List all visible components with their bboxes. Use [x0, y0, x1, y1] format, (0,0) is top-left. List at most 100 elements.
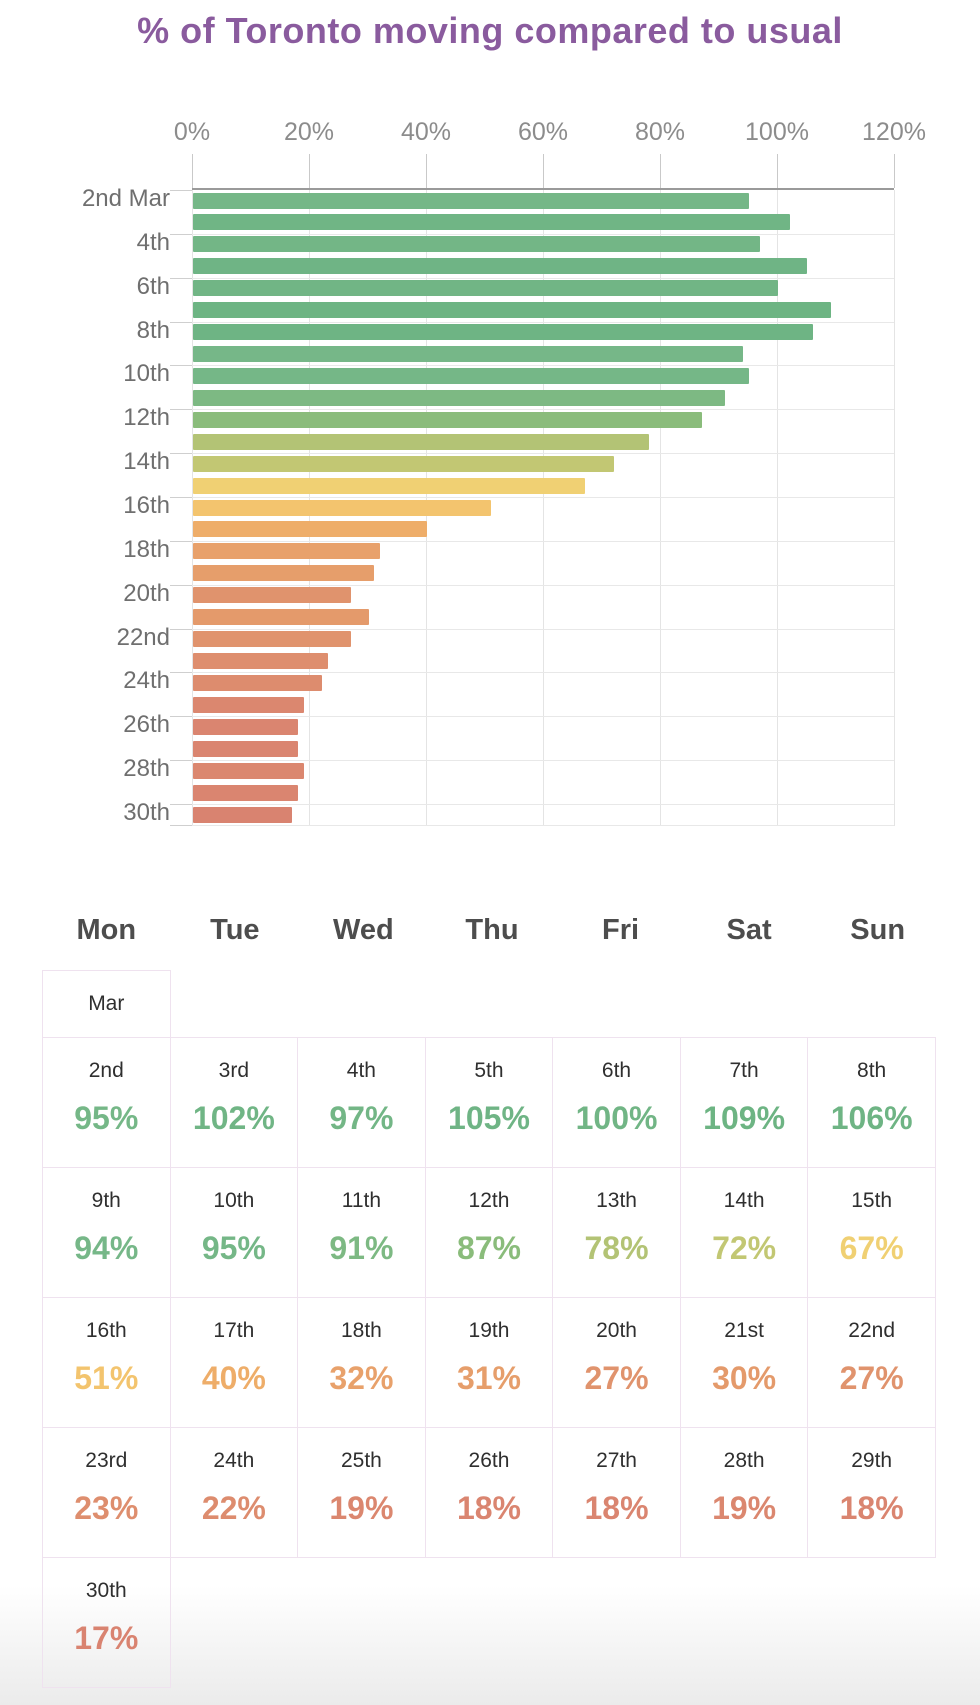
bar	[193, 302, 831, 319]
y-axis-tick-mark	[170, 453, 192, 455]
y-axis-tick-mark	[170, 190, 192, 191]
week-row: 23rd 23% 24th 22% 25th 19% 26th 18% 27th 18% 28th 1…	[42, 1427, 944, 1558]
bar-chart: 0% 20% 40% 60% 80% 100% 120% 2nd Mar 4th 6th 8th 1…	[0, 0, 980, 840]
y-axis-tick-mark	[170, 233, 192, 235]
calendar-cell: 11th 91%	[297, 1167, 426, 1298]
x-axis-tick-mark	[192, 154, 193, 188]
calendar-cell: 27th 18%	[552, 1427, 681, 1558]
calendar-cell: 30th 17%	[42, 1557, 171, 1688]
bar	[193, 565, 375, 582]
bar	[193, 280, 778, 297]
week-row: 9th 94% 10th 95% 11th 91% 12th 87% 13th 78% 14th 72…	[42, 1167, 944, 1298]
grid-line-horizontal	[192, 540, 894, 542]
empty-cell	[807, 970, 936, 1038]
percent-value: 40%	[201, 1360, 266, 1396]
x-axis-tick-label: 0%	[173, 118, 211, 146]
calendar-cell: 14th 72%	[679, 1167, 809, 1298]
date-label: 18th	[340, 1319, 382, 1342]
y-axis-tick-mark	[170, 628, 192, 630]
calendar-cell: 4th 97%	[297, 1037, 426, 1168]
calendar-cell: 9th 94%	[42, 1167, 171, 1298]
calendar-cell: 22nd 27%	[807, 1297, 936, 1428]
y-axis-tick-mark	[170, 497, 192, 499]
week-row: 16th 51% 17th 40% 18th 32% 19th 31% 20th 27% 21st 3…	[42, 1297, 944, 1428]
percent-value: 95%	[201, 1230, 266, 1266]
y-axis-tick-mark	[170, 540, 192, 542]
x-axis-tick-mark	[777, 154, 778, 188]
y-axis-tick-mark	[170, 672, 192, 674]
y-axis-label: 14th	[123, 448, 170, 476]
percent-value: 18%	[839, 1490, 904, 1526]
grid-line-horizontal	[192, 233, 894, 235]
calendar-cell: 18th 32%	[297, 1297, 426, 1428]
x-axis-tick-label: 80%	[634, 118, 686, 146]
calendar-cell: 3rd 102%	[169, 1037, 299, 1168]
bar	[193, 499, 492, 516]
y-axis-label: 28th	[123, 755, 170, 783]
percent-value: 72%	[712, 1230, 777, 1266]
grid-line-horizontal	[192, 804, 894, 806]
bar	[193, 653, 328, 670]
week-row: 2nd 95% 3rd 102% 4th 97% 5th 105% 6th 100% 7th 109%…	[42, 1037, 944, 1168]
bar	[193, 411, 702, 428]
calendar-cell: 2nd 95%	[42, 1037, 171, 1168]
day-header: Sat	[726, 914, 772, 946]
date-label: 11th	[341, 1189, 382, 1212]
date-label: 30th	[85, 1579, 127, 1602]
grid-line-horizontal	[192, 365, 894, 367]
y-axis-label: 20th	[123, 579, 170, 607]
calendar-cell: 25th 19%	[297, 1427, 426, 1558]
calendar-cell: 17th 40%	[169, 1297, 299, 1428]
grid-line-horizontal	[192, 584, 894, 586]
y-axis-tick-mark	[170, 409, 192, 411]
percent-value: 100%	[575, 1100, 658, 1136]
bar	[193, 433, 650, 450]
empty-cell	[807, 1557, 936, 1688]
percent-value: 23%	[74, 1490, 139, 1526]
bar	[193, 718, 299, 735]
y-axis-tick-mark	[170, 365, 192, 367]
calendar-cell: 15th 67%	[807, 1167, 936, 1298]
percent-value: 97%	[329, 1100, 394, 1136]
percent-value: 19%	[329, 1490, 394, 1526]
bar	[193, 324, 814, 341]
grid-line-vertical	[777, 190, 778, 826]
day-header: Thu	[465, 914, 519, 946]
percent-value: 18%	[456, 1490, 521, 1526]
date-label: 23rd	[85, 1449, 128, 1472]
x-axis-tick-label: 120%	[862, 118, 926, 146]
empty-cell	[680, 1557, 809, 1688]
calendar-cell: 8th 106%	[807, 1037, 936, 1168]
date-label: 26th	[468, 1449, 510, 1472]
date-label: 10th	[213, 1189, 255, 1212]
percent-value: 102%	[192, 1100, 275, 1136]
percent-value: 51%	[74, 1360, 139, 1396]
empty-cell	[425, 970, 554, 1038]
calendar-cell: 28th 19%	[679, 1427, 809, 1558]
x-axis-tick-label: 20%	[283, 118, 335, 146]
bar	[193, 762, 305, 779]
date-label: 2nd	[88, 1059, 124, 1082]
percent-value: 27%	[839, 1360, 904, 1396]
grid-line-horizontal	[192, 321, 894, 323]
grid-line-horizontal	[192, 497, 894, 499]
percent-value: 91%	[329, 1230, 394, 1266]
day-header: Fri	[602, 914, 640, 946]
empty-cell	[425, 1557, 554, 1688]
bar	[193, 346, 743, 363]
empty-cell	[552, 970, 681, 1038]
calendar-cell: 5th 105%	[424, 1037, 554, 1168]
empty-cell	[297, 1557, 426, 1688]
bar	[193, 696, 305, 713]
bar	[193, 236, 761, 253]
calendar-cell: 6th 100%	[552, 1037, 681, 1168]
percent-value: 67%	[839, 1230, 904, 1266]
date-label: 15th	[851, 1189, 893, 1212]
calendar-cell: 20th 27%	[552, 1297, 681, 1428]
date-label: 28th	[723, 1449, 765, 1472]
y-axis-label: 24th	[123, 667, 170, 695]
x-axis-tick-mark	[894, 154, 895, 188]
bar	[193, 631, 351, 648]
x-axis-tick-mark	[543, 154, 544, 188]
percent-value: 19%	[712, 1490, 777, 1526]
